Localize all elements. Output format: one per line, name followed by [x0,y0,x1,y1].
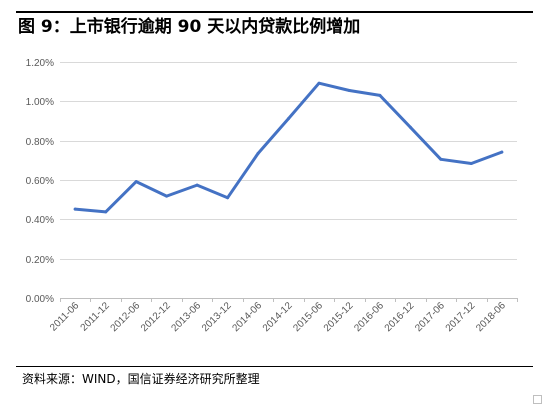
data-point [165,194,169,198]
data-point [500,150,504,154]
data-point [287,117,290,121]
source-note: 资料来源：WIND，国信证券经济研究所整理 [22,372,260,386]
data-point [226,196,230,200]
data-point [317,81,321,85]
series-layer [73,81,504,214]
x-tick-label: 2016-06 [352,300,386,334]
series-line [73,81,504,214]
y-tick-label: 0.00% [26,294,54,305]
x-tick-label: 2015-12 [322,300,356,334]
x-tick-label: 2017-06 [413,300,447,334]
x-tick-label: 2014-12 [261,300,295,334]
x-tick-label: 2015-06 [291,300,325,334]
data-point [104,210,108,214]
x-tick-label: 2011-06 [48,300,82,334]
gridlines [60,62,518,302]
y-tick-label: 1.00% [26,97,54,108]
y-axis-tick-labels: 0.00% 0.20% 0.40% 0.60% 0.80% 1.00% 1.20% [26,58,54,305]
x-tick-label: 2012-12 [139,300,173,334]
data-point [256,152,260,155]
data-point [469,162,473,165]
data-point [408,125,412,129]
data-point [378,93,382,97]
corner-marker [533,395,542,404]
x-tick-label: 2011-12 [79,300,113,334]
x-axis-tick-labels: 2011-062011-122012-062012-122013-062013-… [48,300,508,334]
x-tick-label: 2018-06 [474,300,508,334]
x-tick-label: 2013-06 [169,300,203,334]
y-tick-label: 0.40% [26,215,54,226]
figure-title: 图 9：上市银行逾期 90 天以内贷款比例增加 [18,17,361,37]
y-tick-label: 0.60% [26,176,54,187]
x-tick-label: 2016-12 [383,300,417,334]
x-tick-label: 2013-12 [200,300,234,334]
data-point [73,207,77,211]
y-tick-label: 0.20% [26,255,54,266]
x-tick-label: 2014-06 [230,300,264,334]
data-point [439,157,443,161]
source-rule [16,366,533,367]
x-tick-label: 2017-12 [444,300,478,334]
line-chart: 0.00% 0.20% 0.40% 0.60% 0.80% 1.00% 1.20% 2011… [26,58,518,334]
data-point [195,183,199,187]
data-point [347,89,351,92]
y-tick-label: 0.80% [26,137,54,148]
title-top-rule [16,11,533,13]
x-tick-label: 2012-06 [109,300,143,334]
y-tick-label: 1.20% [26,58,54,69]
data-point [134,180,138,184]
